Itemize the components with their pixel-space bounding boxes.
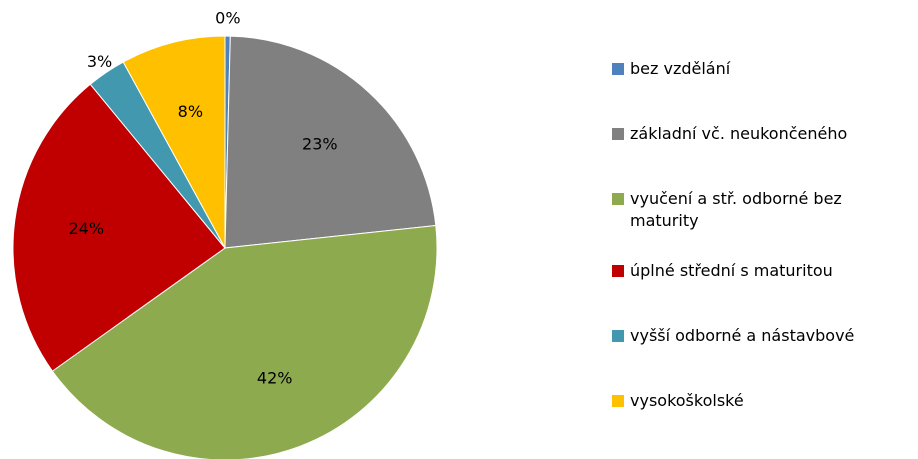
legend-label: vyučení a stř. odborné bez maturity — [630, 189, 842, 230]
data-label: 8% — [178, 102, 203, 121]
data-label: 3% — [87, 52, 112, 71]
legend-label: vyšší odborné a nástavbové — [630, 326, 855, 345]
legend-label: vysokoškolské — [630, 391, 744, 410]
legend-swatch — [612, 193, 624, 205]
legend-item: úplné střední s maturitou — [612, 260, 912, 282]
legend-label: základní vč. neukončeného — [630, 124, 848, 143]
pie-slice — [122, 35, 226, 249]
legend-swatch — [612, 395, 624, 407]
data-label: 42% — [257, 368, 293, 387]
legend-item: vyučení a stř. odborné bez maturity — [612, 188, 912, 232]
legend-label: bez vzdělání — [630, 59, 731, 78]
legend-item: bez vzdělání — [612, 58, 912, 80]
legend-swatch — [612, 265, 624, 277]
legend-item: vysokoškolské — [612, 390, 912, 412]
data-label: 24% — [69, 219, 105, 238]
legend-swatch — [612, 63, 624, 75]
pie-slice — [12, 83, 226, 372]
legend-swatch — [612, 128, 624, 140]
pie-slice — [51, 224, 438, 459]
pie-slice — [224, 35, 437, 249]
legend-swatch — [612, 330, 624, 342]
data-label: 0% — [215, 9, 240, 28]
legend-item: vyšší odborné a nástavbové — [612, 325, 912, 347]
legend-item: základní vč. neukončeného — [612, 123, 912, 145]
legend-label: úplné střední s maturitou — [630, 261, 833, 280]
data-label: 23% — [302, 135, 338, 154]
